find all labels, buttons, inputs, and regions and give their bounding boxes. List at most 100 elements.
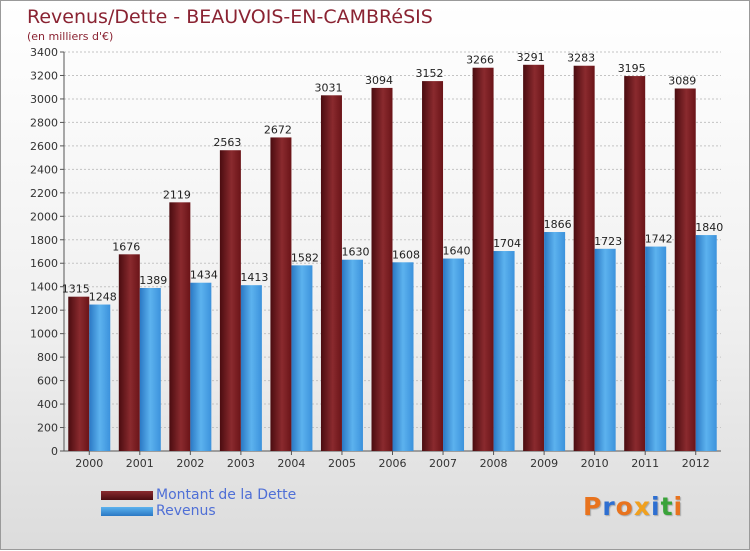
- data-label-revenus-2009: 1866: [544, 218, 572, 231]
- y-tick-label: 0: [51, 445, 58, 458]
- data-label-dette-2011: 3195: [618, 62, 646, 75]
- x-tick-label: 2002: [176, 457, 204, 470]
- bar-dette-2006: [371, 87, 393, 451]
- x-tick-label: 2000: [75, 457, 103, 470]
- data-label-revenus-2002: 1434: [190, 269, 218, 282]
- x-tick-label: 2001: [126, 457, 154, 470]
- data-label-dette-2001: 1676: [112, 240, 140, 253]
- bar-dette-2011: [624, 76, 646, 452]
- x-tick-label: 2006: [379, 457, 407, 470]
- data-label-dette-2003: 2563: [213, 136, 241, 149]
- bar-revenus-2001: [139, 287, 161, 451]
- data-label-revenus-2005: 1630: [341, 246, 369, 259]
- chart-title: Revenus/Dette - BEAUVOIS-EN-CAMBRéSIS: [27, 6, 433, 28]
- bar-revenus-2005: [341, 259, 363, 451]
- legend-swatch-dette: [101, 491, 153, 500]
- y-tick-label: 1400: [30, 281, 58, 294]
- y-tick-label: 3200: [30, 69, 58, 82]
- data-label-dette-2009: 3291: [517, 51, 545, 64]
- data-label-dette-2010: 3283: [567, 52, 595, 65]
- x-tick-label: 2007: [429, 457, 457, 470]
- data-label-revenus-2003: 1413: [240, 271, 268, 284]
- logo-letter: i: [651, 492, 661, 521]
- y-tick-label: 1000: [30, 328, 58, 341]
- data-label-dette-2007: 3152: [416, 67, 444, 80]
- x-tick-label: 2003: [227, 457, 255, 470]
- bar-dette-2009: [523, 64, 545, 451]
- bar-dette-2012: [674, 88, 696, 451]
- data-label-revenus-2008: 1704: [493, 237, 521, 250]
- bar-dette-2003: [219, 150, 241, 451]
- x-tick-label: 2010: [581, 457, 609, 470]
- x-tick-label: 2008: [480, 457, 508, 470]
- bar-revenus-2010: [594, 248, 616, 451]
- legend-swatch-revenus: [101, 507, 153, 516]
- bar-dette-2004: [270, 137, 292, 452]
- data-label-dette-2004: 2672: [264, 123, 292, 136]
- x-tick-label: 2004: [277, 457, 305, 470]
- y-tick-label: 3000: [30, 93, 58, 106]
- logo-letter: x: [633, 492, 651, 521]
- y-tick-label: 600: [37, 375, 58, 388]
- logo-letter: t: [660, 492, 674, 521]
- chart-subtitle: (en milliers d'€): [27, 30, 114, 43]
- data-label-dette-2002: 2119: [163, 188, 191, 201]
- data-label-revenus-2001: 1389: [139, 274, 167, 287]
- axes: 0 200 400 600 800 1000 1200 1400 1600 1800 2000 220…: [30, 46, 721, 470]
- data-label-dette-2008: 3266: [466, 54, 494, 67]
- bar-revenus-2012: [695, 235, 717, 451]
- bar-revenus-2007: [443, 258, 465, 451]
- data-label-revenus-2007: 1640: [443, 245, 471, 258]
- x-tick-label: 2012: [682, 457, 710, 470]
- y-tick-label: 2400: [30, 163, 58, 176]
- logo-letter: i: [673, 492, 684, 521]
- bar-dette-2005: [320, 95, 342, 452]
- logo-letter: r: [602, 492, 616, 521]
- data-label-revenus-2010: 1723: [594, 235, 622, 248]
- data-label-dette-2006: 3094: [365, 74, 393, 87]
- y-tick-label: 400: [37, 398, 58, 411]
- legend-label-revenus: Revenus: [156, 503, 216, 519]
- y-tick-label: 2600: [30, 140, 58, 153]
- y-tick-label: 800: [37, 351, 58, 364]
- bar-dette-2001: [118, 254, 140, 451]
- y-tick-label: 2800: [30, 116, 58, 129]
- logo-letter: o: [615, 492, 634, 521]
- y-tick-label: 1200: [30, 304, 58, 317]
- y-tick-label: 2000: [30, 210, 58, 223]
- data-label-revenus-2004: 1582: [291, 251, 319, 264]
- data-label-revenus-2000: 1248: [89, 291, 117, 304]
- x-tick-label: 2005: [328, 457, 356, 470]
- data-label-dette-2000: 1315: [62, 283, 90, 296]
- bar-revenus-2000: [89, 304, 111, 451]
- bar-revenus-2006: [392, 262, 414, 451]
- bar-revenus-2003: [240, 285, 262, 451]
- data-label-dette-2005: 3031: [314, 81, 342, 94]
- y-tick-label: 1800: [30, 234, 58, 247]
- bar-revenus-2009: [544, 232, 566, 451]
- bar-revenus-2002: [190, 282, 212, 451]
- bar-revenus-2008: [493, 251, 515, 451]
- data-label-dette-2012: 3089: [668, 74, 696, 87]
- x-tick-label: 2009: [530, 457, 558, 470]
- data-label-revenus-2012: 1840: [695, 221, 723, 234]
- y-tick-label: 2200: [30, 187, 58, 200]
- legend-label-dette: Montant de la Dette: [156, 487, 297, 503]
- data-label-revenus-2006: 1608: [392, 248, 420, 261]
- proxiti-logo: Proxiti: [583, 492, 683, 521]
- bar-dette-2010: [573, 65, 595, 452]
- bar-dette-2008: [472, 67, 494, 452]
- bar-dette-2000: [68, 296, 90, 451]
- y-tick-label: 1600: [30, 257, 58, 270]
- bars: [68, 64, 717, 452]
- bar-dette-2007: [422, 81, 444, 452]
- bar-revenus-2004: [291, 265, 313, 451]
- x-tick-label: 2011: [631, 457, 659, 470]
- bar-dette-2002: [169, 202, 191, 451]
- data-label-revenus-2011: 1742: [645, 233, 673, 246]
- logo-letter: P: [583, 492, 603, 521]
- y-tick-label: 200: [37, 422, 58, 435]
